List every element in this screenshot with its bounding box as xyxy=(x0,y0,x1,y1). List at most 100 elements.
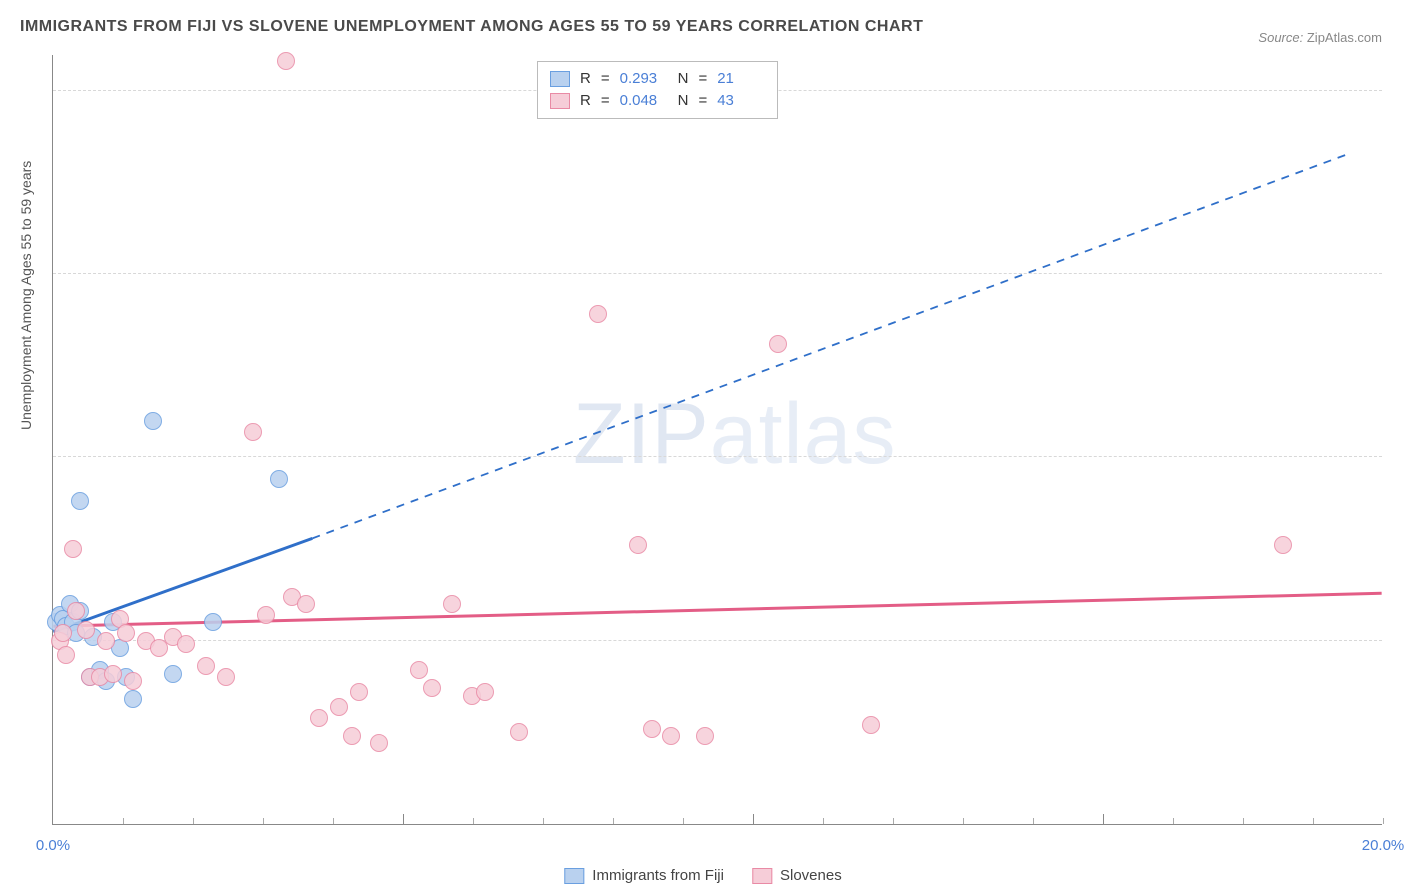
data-point-fiji xyxy=(144,412,162,430)
corr-N-value: 21 xyxy=(717,68,765,90)
x-tick-mark xyxy=(753,814,754,824)
chart-title: IMMIGRANTS FROM FIJI VS SLOVENE UNEMPLOY… xyxy=(20,18,923,36)
x-tick-mark xyxy=(1173,818,1174,824)
data-point-slovenes xyxy=(257,606,275,624)
data-point-fiji xyxy=(270,470,288,488)
y-axis-label: Unemployment Among Ages 55 to 59 years xyxy=(18,161,34,430)
data-point-fiji xyxy=(204,613,222,631)
x-tick-label: 20.0% xyxy=(1362,837,1405,854)
legend-item-fiji: Immigrants from Fiji xyxy=(564,867,724,884)
x-tick-mark xyxy=(613,818,614,824)
legend-swatch-fiji xyxy=(564,868,584,884)
x-tick-mark xyxy=(403,814,404,824)
x-tick-mark xyxy=(1313,818,1314,824)
data-point-slovenes xyxy=(244,423,262,441)
data-point-slovenes xyxy=(589,305,607,323)
legend-item-slovenes: Slovenes xyxy=(752,867,842,884)
x-tick-mark xyxy=(263,818,264,824)
data-point-slovenes xyxy=(350,683,368,701)
source-label: Source: xyxy=(1258,30,1303,45)
source-attribution: Source: ZipAtlas.com xyxy=(1258,30,1382,45)
data-point-slovenes xyxy=(862,716,880,734)
corr-N-label: N xyxy=(678,90,689,112)
corr-row-fiji: R = 0.293 N = 21 xyxy=(550,68,765,90)
corr-N-label: N xyxy=(678,68,689,90)
trend-line-slovenes xyxy=(53,593,1381,626)
y-tick-label: 10.0% xyxy=(1390,432,1406,449)
corr-R-value: 0.293 xyxy=(620,68,668,90)
data-point-slovenes xyxy=(510,723,528,741)
data-point-slovenes xyxy=(297,595,315,613)
source-value: ZipAtlas.com xyxy=(1307,30,1382,45)
data-point-slovenes xyxy=(197,657,215,675)
corr-R-value: 0.048 xyxy=(620,90,668,112)
x-tick-mark xyxy=(1103,814,1104,824)
data-point-fiji xyxy=(71,492,89,510)
x-tick-mark xyxy=(1243,818,1244,824)
gridline-h xyxy=(53,273,1382,274)
corr-N-value: 43 xyxy=(717,90,765,112)
data-point-slovenes xyxy=(330,698,348,716)
x-tick-mark xyxy=(543,818,544,824)
eq: = xyxy=(601,90,610,112)
swatch-fiji xyxy=(550,71,570,87)
data-point-slovenes xyxy=(410,661,428,679)
y-tick-label: 15.0% xyxy=(1390,249,1406,266)
x-tick-mark xyxy=(963,818,964,824)
data-point-slovenes xyxy=(343,727,361,745)
eq: = xyxy=(601,68,610,90)
data-point-slovenes xyxy=(104,665,122,683)
x-tick-mark xyxy=(473,818,474,824)
data-point-slovenes xyxy=(124,672,142,690)
legend-label-fiji: Immigrants from Fiji xyxy=(592,867,724,884)
x-tick-mark xyxy=(683,818,684,824)
gridline-h xyxy=(53,640,1382,641)
x-tick-mark xyxy=(823,818,824,824)
data-point-slovenes xyxy=(64,540,82,558)
x-tick-mark xyxy=(893,818,894,824)
correlation-legend-box: R = 0.293 N = 21 R = 0.048 N = 43 xyxy=(537,61,778,119)
data-point-slovenes xyxy=(217,668,235,686)
data-point-slovenes xyxy=(696,727,714,745)
data-point-slovenes xyxy=(769,335,787,353)
data-point-slovenes xyxy=(77,621,95,639)
eq: = xyxy=(698,90,707,112)
corr-row-slovenes: R = 0.048 N = 43 xyxy=(550,90,765,112)
data-point-fiji xyxy=(164,665,182,683)
series-legend: Immigrants from Fiji Slovenes xyxy=(564,867,841,884)
data-point-slovenes xyxy=(54,624,72,642)
x-tick-mark xyxy=(333,818,334,824)
data-point-slovenes xyxy=(423,679,441,697)
swatch-slovenes xyxy=(550,93,570,109)
data-point-slovenes xyxy=(117,624,135,642)
data-point-slovenes xyxy=(97,632,115,650)
eq: = xyxy=(698,68,707,90)
corr-R-label: R xyxy=(580,68,591,90)
x-tick-label: 0.0% xyxy=(36,837,70,854)
y-tick-label: 20.0% xyxy=(1390,65,1406,82)
data-point-slovenes xyxy=(310,709,328,727)
legend-label-slovenes: Slovenes xyxy=(780,867,842,884)
plot-area: ZIPatlas 5.0%10.0%15.0%20.0%0.0%20.0% R =… xyxy=(52,55,1382,825)
data-point-slovenes xyxy=(643,720,661,738)
data-point-slovenes xyxy=(370,734,388,752)
x-tick-mark xyxy=(123,818,124,824)
data-point-slovenes xyxy=(1274,536,1292,554)
data-point-slovenes xyxy=(177,635,195,653)
corr-R-label: R xyxy=(580,90,591,112)
data-point-slovenes xyxy=(277,52,295,70)
data-point-slovenes xyxy=(476,683,494,701)
data-point-fiji xyxy=(124,690,142,708)
x-tick-mark xyxy=(1383,818,1384,824)
data-point-slovenes xyxy=(443,595,461,613)
y-tick-label: 5.0% xyxy=(1390,615,1406,632)
data-point-slovenes xyxy=(629,536,647,554)
data-point-slovenes xyxy=(662,727,680,745)
data-point-slovenes xyxy=(67,602,85,620)
x-tick-mark xyxy=(1033,818,1034,824)
trend-line-fiji-dash xyxy=(312,154,1348,539)
gridline-h xyxy=(53,456,1382,457)
legend-swatch-slovenes xyxy=(752,868,772,884)
plot-canvas: ZIPatlas 5.0%10.0%15.0%20.0%0.0%20.0% xyxy=(52,55,1382,825)
data-point-slovenes xyxy=(57,646,75,664)
